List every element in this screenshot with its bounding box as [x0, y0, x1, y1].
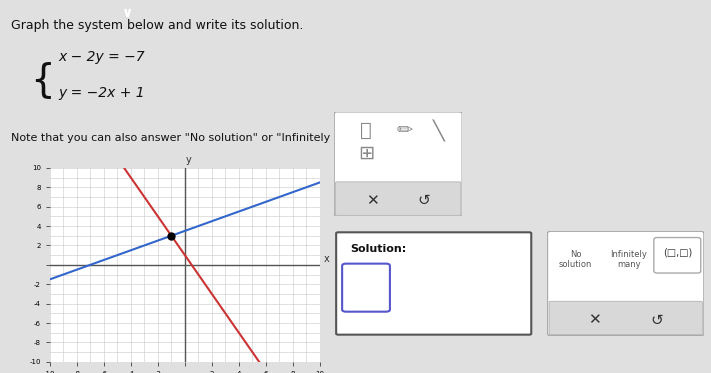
Text: ✏: ✏ — [396, 121, 413, 140]
Text: ╲: ╲ — [433, 120, 445, 142]
FancyBboxPatch shape — [547, 231, 704, 336]
Text: ↺: ↺ — [417, 193, 430, 208]
Text: Graph the system below and write its solution.: Graph the system below and write its sol… — [11, 19, 304, 32]
FancyBboxPatch shape — [336, 232, 531, 335]
Text: x: x — [324, 254, 330, 264]
Text: ⊞: ⊞ — [358, 144, 375, 163]
Text: x − 2y = −7: x − 2y = −7 — [58, 50, 144, 65]
Text: y = −2x + 1: y = −2x + 1 — [58, 87, 144, 100]
Text: ↺: ↺ — [651, 313, 663, 327]
FancyBboxPatch shape — [334, 112, 462, 216]
FancyBboxPatch shape — [549, 301, 702, 335]
Text: y: y — [186, 155, 192, 165]
Text: Note that you can also answer "No solution" or "Infinitely many" solutions.: Note that you can also answer "No soluti… — [11, 134, 427, 143]
FancyBboxPatch shape — [336, 182, 461, 215]
FancyBboxPatch shape — [654, 238, 701, 273]
Text: ✕: ✕ — [588, 313, 601, 327]
Text: Solution:: Solution: — [350, 244, 407, 254]
FancyBboxPatch shape — [342, 264, 390, 312]
Text: ∨: ∨ — [122, 6, 134, 21]
Text: (□,□): (□,□) — [663, 247, 692, 257]
Text: ⬛: ⬛ — [360, 121, 372, 140]
Text: Infinitely
many: Infinitely many — [610, 250, 647, 269]
Text: No
solution: No solution — [559, 250, 592, 269]
Text: {: { — [31, 61, 55, 99]
Text: ✕: ✕ — [366, 193, 379, 208]
